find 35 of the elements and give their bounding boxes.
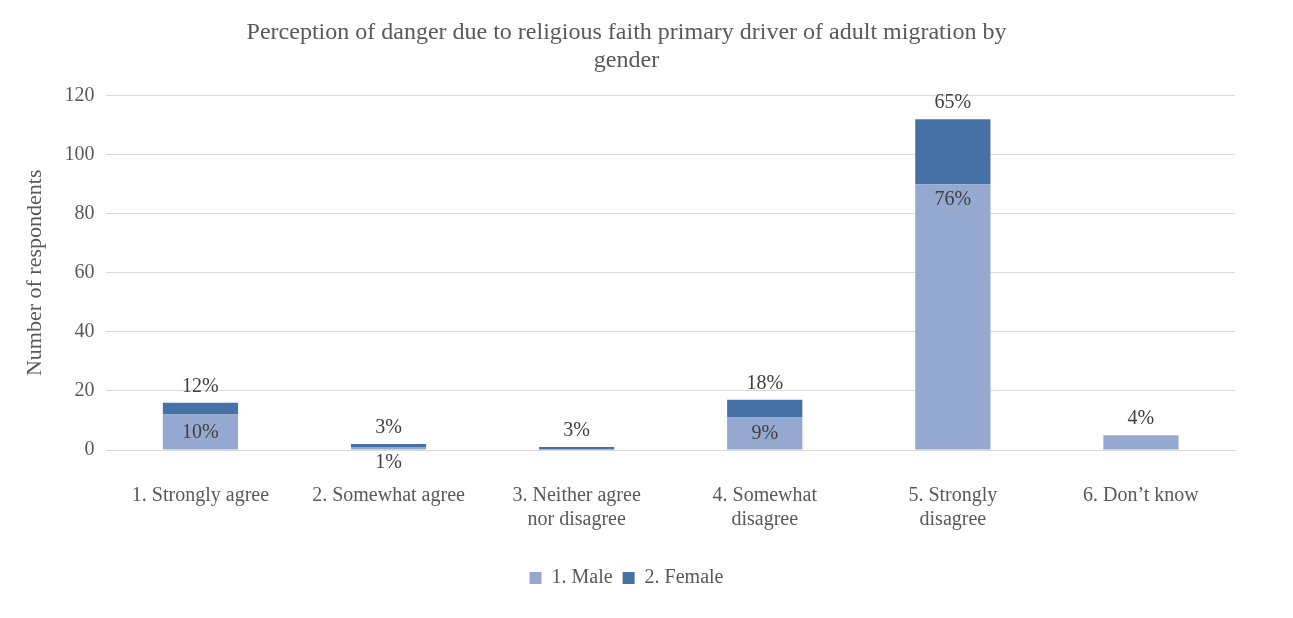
y-tick-label: 80 xyxy=(74,200,95,223)
x-tick-label: 3. Neither agree nor disagree xyxy=(512,483,641,531)
bar xyxy=(162,414,239,450)
annotation: 9% xyxy=(751,421,779,444)
bar xyxy=(1103,435,1179,450)
bar xyxy=(162,402,239,415)
x-tick-label: 2. Somewhat agree xyxy=(312,483,466,507)
y-tick-label: 60 xyxy=(74,260,95,283)
bar xyxy=(539,447,615,450)
annotation: 12% xyxy=(182,374,219,396)
x-tick-label: 1. Strongly agree xyxy=(131,483,270,507)
y-tick-label: 120 xyxy=(64,82,95,105)
x-tick-label: 5. Strongly disagree xyxy=(908,483,998,531)
annotation: 3% xyxy=(375,415,402,438)
legend-label: 2. Female xyxy=(644,565,724,588)
x-tick-label: 4. Somewhat disagree xyxy=(712,483,818,531)
bar xyxy=(727,399,803,418)
bar xyxy=(915,119,991,185)
x-tick-label: 6. Don’t know xyxy=(1083,483,1200,506)
y-tick-label: 20 xyxy=(74,378,95,401)
y-tick-label: 40 xyxy=(74,319,95,342)
y-axis-title: Number of respondents xyxy=(20,169,46,377)
y-tick-label: 0 xyxy=(84,437,95,460)
bar xyxy=(915,184,991,450)
annotation: 10% xyxy=(182,419,219,442)
annotation: 76% xyxy=(934,187,972,210)
bar xyxy=(727,417,803,450)
annotation: 18% xyxy=(746,371,784,394)
annotation: 3% xyxy=(563,418,590,441)
chart-title: Perception of danger due to religious faith primary driver of adult migration by gender xyxy=(246,17,1007,73)
annotation: 1% xyxy=(375,450,402,473)
y-tick-label: 100 xyxy=(64,141,95,164)
annotation: 4% xyxy=(1127,406,1155,429)
annotation: 65% xyxy=(934,90,972,113)
legend-label: 1. Male xyxy=(551,565,613,588)
